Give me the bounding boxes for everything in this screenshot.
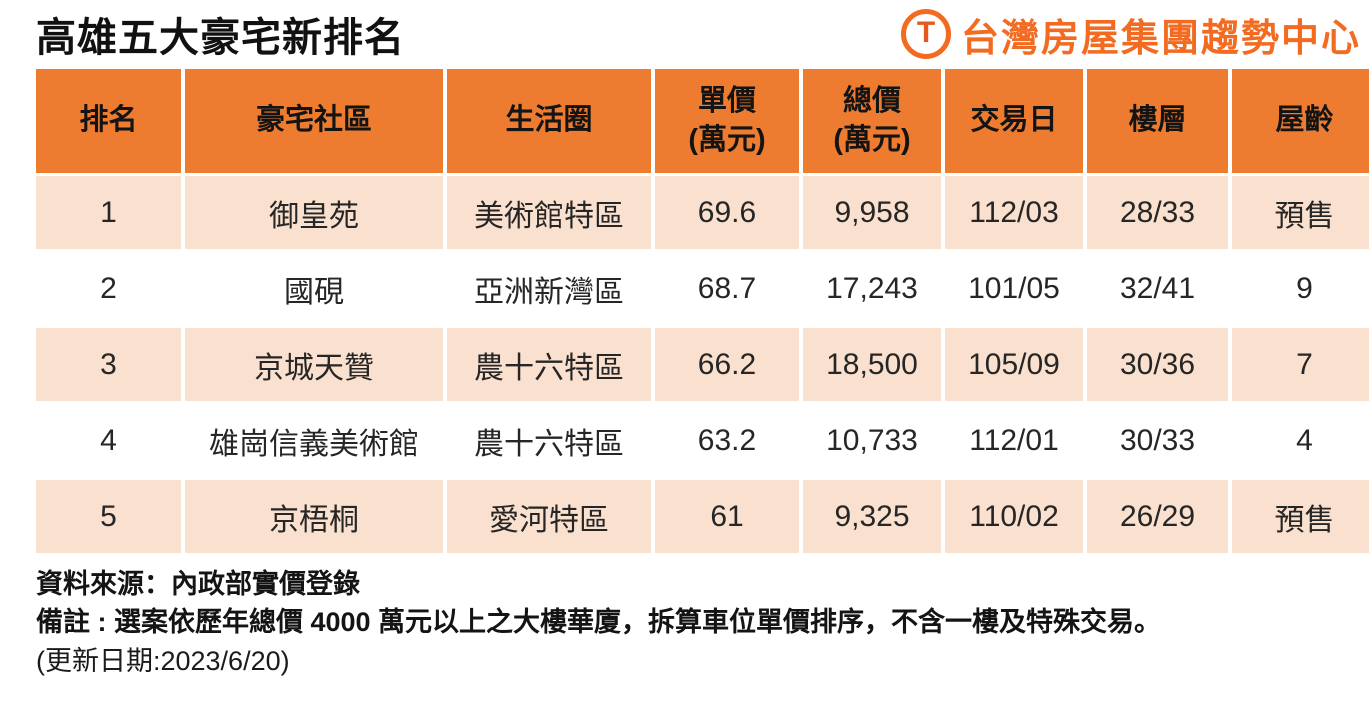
cell-total-price: 18,500 — [803, 328, 941, 401]
table-body: 1 御皇苑 美術館特區 69.6 9,958 112/03 28/33 預售 2… — [36, 176, 1369, 553]
taiwan-housing-logo-icon: T — [900, 9, 951, 59]
page-title: 高雄五大豪宅新排名 — [36, 16, 405, 60]
cell-total-price: 9,958 — [803, 176, 941, 249]
column-header-transaction-date: 交易日 — [945, 69, 1083, 173]
cell-floor: 30/36 — [1087, 328, 1228, 401]
cell-unit-price: 63.2 — [655, 404, 799, 477]
cell-district: 農十六特區 — [447, 328, 651, 401]
column-header-unit-price: 單價 (萬元) — [655, 69, 799, 173]
table-row: 3 京城天贊 農十六特區 66.2 18,500 105/09 30/36 7 — [36, 328, 1369, 401]
cell-transaction-date: 101/05 — [945, 252, 1083, 325]
cell-community: 京梧桐 — [185, 480, 443, 553]
cell-district: 農十六特區 — [447, 404, 651, 477]
brand-logo: T 台灣房屋集團趨勢中心 — [900, 7, 1361, 62]
cell-transaction-date: 110/02 — [945, 480, 1083, 553]
brand-name: 台灣房屋集團趨勢中心 — [960, 17, 1361, 60]
cell-community: 御皇苑 — [185, 176, 443, 249]
cell-age: 7 — [1232, 328, 1369, 401]
cell-age: 9 — [1232, 252, 1369, 325]
cell-unit-price: 69.6 — [655, 176, 799, 249]
table-row: 4 雄崗信義美術館 農十六特區 63.2 10,733 112/01 30/33… — [36, 404, 1369, 477]
cell-total-price: 17,243 — [803, 252, 941, 325]
cell-district: 亞洲新灣區 — [447, 252, 651, 325]
logo-letter: T — [916, 16, 936, 49]
luxury-home-ranking-table: 排名 豪宅社區 生活圈 單價 (萬元) 總價 (萬元) 交易日 樓層 屋齡 1 … — [32, 66, 1369, 556]
cell-district: 愛河特區 — [447, 480, 651, 553]
cell-floor: 30/33 — [1087, 404, 1228, 477]
cell-community: 雄崗信義美術館 — [185, 404, 443, 477]
cell-floor: 26/29 — [1087, 480, 1228, 553]
update-date-note: (更新日期:2023/6/20) — [36, 645, 290, 676]
methodology-note: 備註 : 選案依歷年總價 4000 萬元以上之大樓華廈，拆算車位單價排序，不含一… — [36, 607, 1162, 638]
top-bar: 高雄五大豪宅新排名 T 台灣房屋集團趨勢中心 — [36, 4, 1361, 64]
column-header-rank: 排名 — [36, 69, 181, 173]
cell-community: 京城天贊 — [185, 328, 443, 401]
cell-rank: 4 — [36, 404, 181, 477]
cell-unit-price: 66.2 — [655, 328, 799, 401]
cell-age: 4 — [1232, 404, 1369, 477]
cell-unit-price: 68.7 — [655, 252, 799, 325]
cell-age: 預售 — [1232, 176, 1369, 249]
column-header-community: 豪宅社區 — [185, 69, 443, 173]
header-row: 排名 豪宅社區 生活圈 單價 (萬元) 總價 (萬元) 交易日 樓層 屋齡 — [36, 69, 1369, 173]
table-row: 2 國硯 亞洲新灣區 68.7 17,243 101/05 32/41 9 — [36, 252, 1369, 325]
table-row: 5 京梧桐 愛河特區 61 9,325 110/02 26/29 預售 — [36, 480, 1369, 553]
cell-rank: 3 — [36, 328, 181, 401]
cell-district: 美術館特區 — [447, 176, 651, 249]
cell-floor: 28/33 — [1087, 176, 1228, 249]
column-header-total-price: 總價 (萬元) — [803, 69, 941, 173]
cell-rank: 1 — [36, 176, 181, 249]
cell-community: 國硯 — [185, 252, 443, 325]
cell-rank: 2 — [36, 252, 181, 325]
cell-total-price: 10,733 — [803, 404, 941, 477]
cell-transaction-date: 112/03 — [945, 176, 1083, 249]
column-header-age: 屋齡 — [1232, 69, 1369, 173]
infographic-page: 高雄五大豪宅新排名 T 台灣房屋集團趨勢中心 排名 豪宅社區 生活圈 單價 (萬… — [32, 4, 1369, 680]
data-source-note: 資料來源：內政部實價登錄 — [36, 569, 360, 599]
cell-age: 預售 — [1232, 480, 1369, 553]
cell-total-price: 9,325 — [803, 480, 941, 553]
cell-unit-price: 61 — [655, 480, 799, 553]
footnotes: 資料來源：內政部實價登錄 備註 : 選案依歷年總價 4000 萬元以上之大樓華廈… — [36, 565, 1361, 680]
cell-transaction-date: 112/01 — [945, 404, 1083, 477]
cell-transaction-date: 105/09 — [945, 328, 1083, 401]
table-row: 1 御皇苑 美術館特區 69.6 9,958 112/03 28/33 預售 — [36, 176, 1369, 249]
cell-rank: 5 — [36, 480, 181, 553]
table-header: 排名 豪宅社區 生活圈 單價 (萬元) 總價 (萬元) 交易日 樓層 屋齡 — [36, 69, 1369, 173]
column-header-floor: 樓層 — [1087, 69, 1228, 173]
cell-floor: 32/41 — [1087, 252, 1228, 325]
column-header-district: 生活圈 — [447, 69, 651, 173]
